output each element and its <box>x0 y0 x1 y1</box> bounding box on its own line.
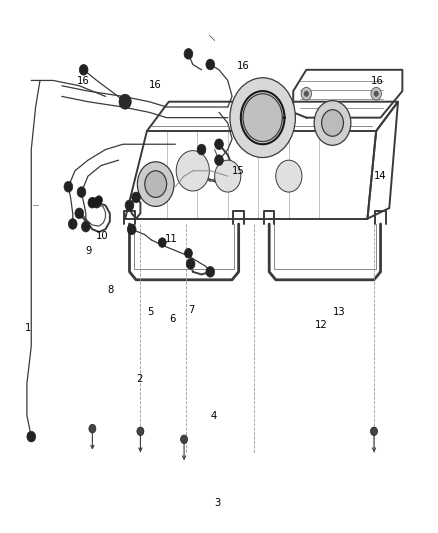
Circle shape <box>374 91 378 96</box>
Circle shape <box>176 151 209 191</box>
Text: 15: 15 <box>232 166 245 176</box>
Circle shape <box>79 64 88 75</box>
Circle shape <box>75 208 84 219</box>
Circle shape <box>68 219 77 229</box>
Circle shape <box>184 248 192 258</box>
Circle shape <box>92 197 101 208</box>
Text: 9: 9 <box>86 246 92 255</box>
Circle shape <box>180 435 187 443</box>
Text: 8: 8 <box>108 286 114 295</box>
Circle shape <box>215 160 241 192</box>
Circle shape <box>132 192 141 203</box>
Circle shape <box>215 155 223 165</box>
Circle shape <box>186 259 195 269</box>
Circle shape <box>27 431 35 442</box>
Text: 1: 1 <box>25 322 31 333</box>
Text: 6: 6 <box>169 313 175 324</box>
Circle shape <box>127 224 136 235</box>
Circle shape <box>243 94 283 142</box>
Circle shape <box>184 49 193 59</box>
Circle shape <box>119 94 131 109</box>
Text: 12: 12 <box>315 320 328 330</box>
Circle shape <box>81 221 90 232</box>
Circle shape <box>276 160 302 192</box>
Text: 10: 10 <box>96 231 109 241</box>
Text: 13: 13 <box>332 306 345 317</box>
Circle shape <box>137 427 144 435</box>
Circle shape <box>321 110 343 136</box>
Circle shape <box>125 200 134 211</box>
Circle shape <box>371 427 378 435</box>
Text: 16: 16 <box>149 80 162 90</box>
Text: 16: 16 <box>77 77 90 86</box>
Circle shape <box>304 91 308 96</box>
Circle shape <box>158 238 166 247</box>
Circle shape <box>230 78 295 158</box>
Circle shape <box>88 197 97 208</box>
Circle shape <box>95 196 102 204</box>
Text: 7: 7 <box>188 305 195 315</box>
Circle shape <box>371 87 381 100</box>
Circle shape <box>64 181 73 192</box>
Circle shape <box>215 139 223 150</box>
Text: 14: 14 <box>374 171 387 181</box>
Circle shape <box>89 424 96 433</box>
Circle shape <box>77 187 86 197</box>
Circle shape <box>301 87 311 100</box>
Circle shape <box>206 266 215 277</box>
Text: 11: 11 <box>164 234 177 244</box>
Circle shape <box>206 59 215 70</box>
Text: 3: 3 <box>215 498 221 508</box>
Text: 4: 4 <box>210 411 216 422</box>
Text: 16: 16 <box>237 61 249 70</box>
Circle shape <box>197 144 206 155</box>
Text: 16: 16 <box>371 77 384 86</box>
Text: 5: 5 <box>147 306 153 317</box>
Circle shape <box>138 162 174 206</box>
Text: 2: 2 <box>136 374 142 384</box>
Circle shape <box>314 101 351 146</box>
Circle shape <box>145 171 166 197</box>
